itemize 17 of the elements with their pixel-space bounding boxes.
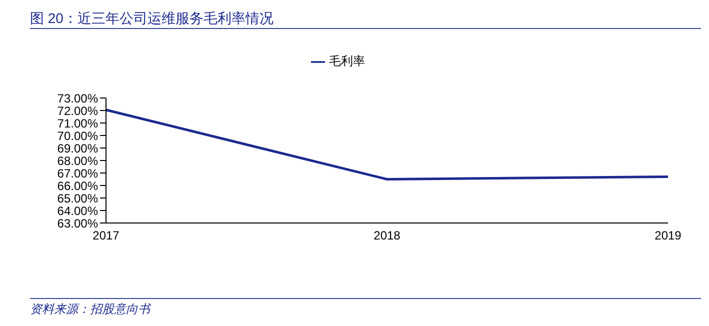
y-tick-label: 70.00% <box>57 128 98 143</box>
y-tick-label: 73.00% <box>57 91 98 106</box>
y-tick-label: 67.00% <box>57 166 98 180</box>
text: 资料来源：招股意向书 <box>30 301 150 318</box>
y-tick-label: 63.00% <box>57 216 98 230</box>
legend-label: 毛利率 <box>329 54 365 68</box>
y-tick-label: 66.00% <box>57 178 98 193</box>
x-tick-label: 2019 <box>654 228 682 243</box>
chart-title: 图 20：近三年公司运维服务毛利率情况 <box>30 10 274 28</box>
y-tick-label: 65.00% <box>57 191 98 206</box>
y-tick-label: 68.00% <box>57 154 98 168</box>
y-tick-label: 64.00% <box>57 204 98 218</box>
y-tick-label: 72.00% <box>57 104 98 118</box>
x-tick-label: 2017 <box>92 228 120 243</box>
y-tick-label: 69.00% <box>57 141 98 156</box>
x-tick-label: 2018 <box>374 228 401 243</box>
y-tick-label: 71.00% <box>57 116 98 130</box>
